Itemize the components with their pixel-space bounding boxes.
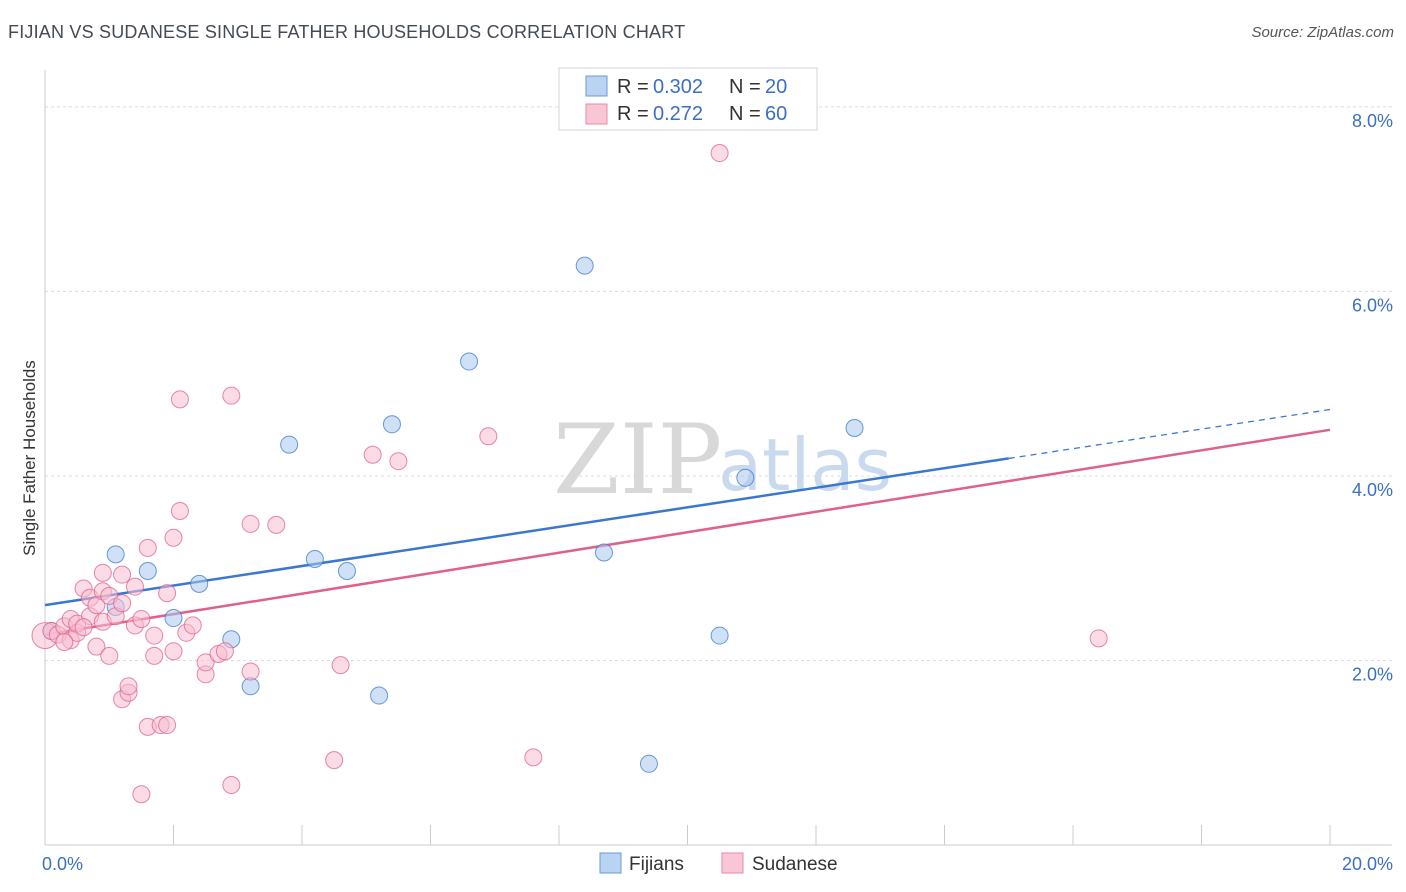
- sudanese-point-36: [164, 528, 183, 547]
- sudanese-point-20: [113, 594, 132, 613]
- fijians-point-9: [305, 549, 324, 568]
- sudanese-point-45: [222, 386, 241, 405]
- sudanese-point-53: [389, 452, 408, 471]
- sudanese-point-44: [215, 642, 234, 661]
- data-points: [31, 144, 1108, 804]
- fijians-point-12: [370, 686, 389, 705]
- sudanese-point-49: [267, 515, 286, 534]
- fijians-point-19: [845, 418, 864, 437]
- sudanese-point-52: [363, 445, 382, 464]
- sudanese-point-33: [158, 584, 177, 603]
- y-tick-label-2: 6.0%: [1352, 295, 1393, 315]
- sudanese-trend-line: [44, 428, 1331, 636]
- sudanese-point-15: [93, 563, 112, 582]
- chart-title: FIJIAN VS SUDANESE SINGLE FATHER HOUSEHO…: [8, 22, 686, 42]
- y-tick-label-1: 4.0%: [1352, 480, 1393, 500]
- sudanese-point-58: [55, 633, 74, 652]
- y-axis-label: Single Father Households: [20, 360, 39, 556]
- watermark-zip: ZIP: [553, 404, 722, 516]
- sudanese-point-17: [100, 646, 119, 665]
- x-tick-label-1: 20.0%: [1342, 854, 1393, 874]
- sudanese-point-54: [479, 427, 498, 446]
- y-tick-label-3: 8.0%: [1352, 111, 1393, 131]
- sudanese-point-51: [331, 656, 350, 675]
- sudanese-point-26: [132, 785, 151, 804]
- fijians-swatch: [585, 75, 608, 97]
- sudanese-point-38: [170, 502, 189, 521]
- sudanese-point-48: [241, 514, 260, 533]
- sudanese-point-19: [113, 565, 132, 584]
- sudanese-point-47: [241, 662, 260, 681]
- source-label: Source: ZipAtlas.com: [1251, 24, 1394, 41]
- legend-sudanese-swatch: [721, 852, 744, 874]
- fijians-trend-line: [44, 457, 1009, 607]
- legend-sudanese-label: Sudanese: [752, 854, 838, 875]
- fijians-point-4: [164, 609, 183, 628]
- fijians-point-17: [710, 626, 729, 645]
- fijians-point-13: [460, 352, 479, 371]
- fijians-n-label: N =: [729, 76, 761, 98]
- sudanese-point-57: [1089, 629, 1108, 648]
- fijians-point-8: [280, 435, 299, 454]
- stats-legend: R = 0.302 N = 20 R = 0.272 N = 60: [558, 67, 818, 131]
- sudanese-point-55: [524, 748, 543, 767]
- fijians-point-3: [138, 561, 157, 580]
- fijians-point-5: [190, 574, 209, 593]
- fijians-point-18: [736, 468, 755, 487]
- x-tick-label-0: 0.0%: [42, 854, 83, 874]
- sudanese-point-28: [138, 538, 157, 557]
- legend-fijians-label: Fijians: [629, 854, 684, 875]
- sudanese-point-31: [145, 626, 164, 645]
- series-legend: Fijians Sudanese: [599, 852, 838, 875]
- axes: 2.0% 4.0% 6.0% 8.0% 0.0% 20.0%: [42, 70, 1393, 874]
- sudanese-point-56: [710, 144, 729, 163]
- sudanese-r-label: R =: [617, 103, 649, 125]
- fijians-trend-extension: [1008, 408, 1331, 460]
- sudanese-point-24: [125, 577, 144, 596]
- sudanese-point-23: [119, 677, 138, 696]
- fijians-point-14: [575, 256, 594, 275]
- fijians-point-11: [382, 415, 401, 434]
- sudanese-point-40: [183, 616, 202, 635]
- sudanese-point-50: [325, 751, 344, 770]
- sudanese-r-value: 0.272: [653, 103, 703, 125]
- fijians-point-2: [106, 545, 125, 564]
- fijians-point-16: [639, 754, 658, 773]
- sudanese-point-30: [145, 646, 164, 665]
- sudanese-n-value: 60: [765, 103, 787, 125]
- sudanese-n-label: N =: [729, 103, 761, 125]
- sudanese-swatch: [585, 103, 608, 125]
- watermark: ZIP atlas: [553, 404, 892, 516]
- fijians-r-value: 0.302: [653, 76, 703, 98]
- sudanese-point-37: [170, 390, 189, 409]
- fijians-r-label: R =: [617, 76, 649, 98]
- sudanese-point-35: [164, 642, 183, 661]
- legend-fijians-swatch: [599, 852, 622, 874]
- watermark-atlas: atlas: [718, 423, 892, 507]
- sudanese-point-42: [196, 653, 215, 672]
- sudanese-point-27: [132, 609, 151, 628]
- fijians-n-value: 20: [765, 76, 787, 98]
- sudanese-point-11: [87, 637, 106, 656]
- sudanese-point-59: [74, 618, 93, 637]
- sudanese-point-46: [222, 776, 241, 795]
- grid-lines: [45, 106, 1392, 661]
- fijians-point-15: [594, 543, 613, 562]
- sudanese-point-34: [158, 716, 177, 735]
- y-tick-label-0: 2.0%: [1352, 664, 1393, 684]
- fijians-point-10: [337, 561, 356, 580]
